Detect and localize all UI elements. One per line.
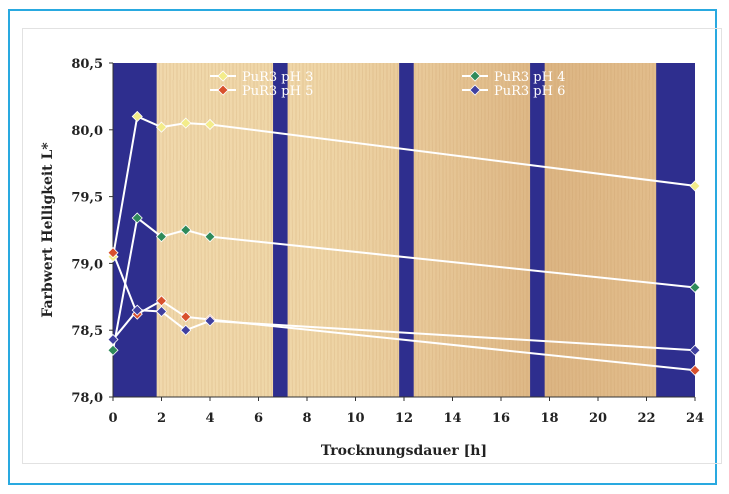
y-tick-label: 79,5 bbox=[71, 191, 103, 206]
legend-swatch-marker bbox=[469, 70, 481, 82]
legend-item: PuR3 pH 3 bbox=[210, 70, 313, 85]
x-tick-label: 20 bbox=[589, 411, 607, 426]
x-tick-label: 8 bbox=[302, 411, 311, 426]
x-tick-label: 18 bbox=[540, 411, 558, 426]
x-tick-label: 12 bbox=[395, 411, 413, 426]
data-point bbox=[204, 315, 216, 327]
data-point bbox=[689, 364, 701, 376]
data-point bbox=[155, 305, 168, 318]
legend-item: PuR3 pH 5 bbox=[210, 84, 313, 99]
x-tick-label: 6 bbox=[254, 411, 263, 426]
legend-label: PuR3 pH 6 bbox=[494, 84, 565, 99]
data-point bbox=[180, 224, 192, 236]
data-point bbox=[155, 295, 168, 307]
drying-band-3 bbox=[399, 63, 414, 397]
x-tick-label: 0 bbox=[108, 411, 117, 426]
data-point bbox=[180, 117, 192, 129]
x-tick-label: 14 bbox=[443, 411, 461, 426]
drying-band-4 bbox=[530, 63, 545, 397]
data-point bbox=[155, 121, 168, 133]
y-tick-label: 80,5 bbox=[71, 57, 103, 72]
x-tick-label: 2 bbox=[157, 411, 166, 426]
data-point bbox=[131, 304, 143, 316]
data-point bbox=[107, 247, 119, 259]
legend-item: PuR3 pH 4 bbox=[462, 70, 565, 85]
data-point bbox=[204, 118, 216, 131]
series-line-3 bbox=[112, 252, 696, 372]
series-line-1 bbox=[112, 115, 696, 257]
data-point bbox=[180, 311, 192, 323]
legend-swatch-marker bbox=[217, 84, 229, 96]
drying-band-2 bbox=[273, 63, 288, 397]
data-point bbox=[689, 281, 701, 294]
chart-inner-border bbox=[22, 28, 722, 464]
legend-label: PuR3 pH 3 bbox=[242, 70, 313, 85]
drying-band-5 bbox=[656, 63, 695, 397]
legend-label: PuR3 pH 5 bbox=[242, 84, 313, 99]
x-tick-label: 4 bbox=[205, 411, 214, 426]
data-point bbox=[131, 110, 143, 123]
data-point bbox=[107, 333, 119, 346]
tick-labels: 0 2 4 6 8 10 12 14 16 18 20 22 2478,078,579,079,580,… bbox=[71, 57, 704, 426]
series-markers bbox=[107, 110, 701, 376]
legend-swatch-marker bbox=[217, 70, 229, 82]
y-tick-label: 78,0 bbox=[71, 391, 103, 406]
y-tick-label: 80,0 bbox=[71, 124, 103, 139]
x-tick-label: 16 bbox=[492, 411, 510, 426]
legend-label: PuR3 pH 4 bbox=[494, 70, 565, 85]
data-point bbox=[689, 180, 701, 192]
y-axis-label: Farbwert Helligkeit L* bbox=[40, 142, 56, 318]
data-point bbox=[204, 231, 216, 243]
data-point bbox=[131, 212, 143, 224]
x-tick-label: 10 bbox=[346, 411, 364, 426]
y-tick-label: 79,0 bbox=[71, 257, 103, 272]
x-axis-label: Trocknungsdauer [h] bbox=[321, 443, 487, 459]
x-tick-label: 22 bbox=[637, 411, 655, 426]
legend-swatch-marker bbox=[469, 84, 481, 96]
data-point bbox=[180, 324, 192, 336]
x-tick-label: 24 bbox=[686, 411, 704, 426]
y-tick-label: 78,5 bbox=[71, 324, 103, 339]
data-point bbox=[689, 344, 701, 356]
data-point bbox=[155, 231, 168, 243]
series-line-2 bbox=[112, 216, 696, 351]
data-point bbox=[107, 344, 119, 356]
legend-item: PuR3 pH 6 bbox=[462, 84, 565, 99]
